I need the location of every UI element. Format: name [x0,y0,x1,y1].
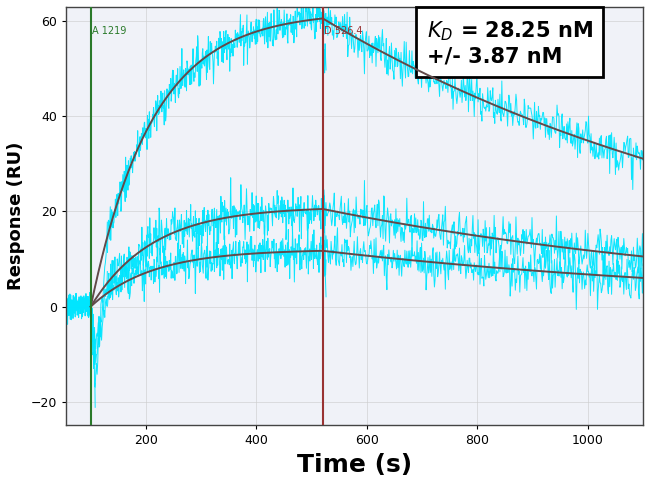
X-axis label: Time (s): Time (s) [297,453,412,477]
Y-axis label: Response (RU): Response (RU) [7,142,25,290]
Text: A 1219: A 1219 [92,26,126,36]
Text: D 526.4: D 526.4 [324,26,362,36]
Text: $\it{K}$$_{D}$ = 28.25 nM
+/- 3.87 nM: $\it{K}$$_{D}$ = 28.25 nM +/- 3.87 nM [426,19,593,66]
